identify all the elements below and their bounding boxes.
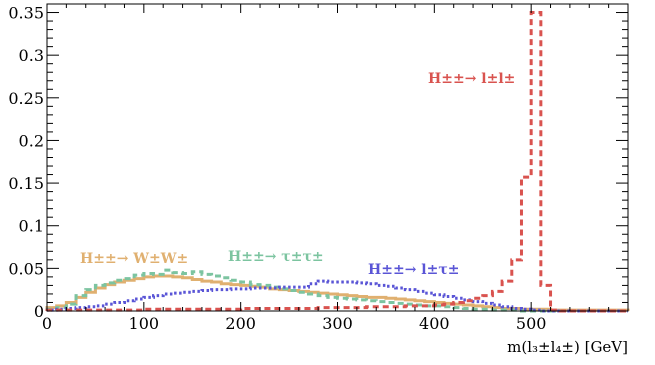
series-line-1 bbox=[45, 279, 628, 313]
y-tick-label-7: 0.35 bbox=[8, 4, 44, 23]
ticks-layer bbox=[46, 3, 628, 312]
series-label-3: H±±→ W±W± bbox=[80, 251, 188, 267]
x-tick-label-0: 0 bbox=[42, 314, 52, 333]
y-tick-label-6: 0.3 bbox=[19, 46, 44, 65]
y-tick-label-4: 0.2 bbox=[19, 131, 44, 150]
labels-layer: 0 100 200 300 400 500 0 0.05 0.1 0.15 0.2 0.25 0.3 0.… bbox=[8, 4, 546, 333]
series-line-2 bbox=[45, 268, 628, 313]
x-tick-label-5: 500 bbox=[516, 314, 547, 333]
x-tick-label-3: 300 bbox=[322, 314, 353, 333]
x-tick-label-2: 200 bbox=[225, 314, 256, 333]
x-tick-label-4: 400 bbox=[419, 314, 450, 333]
y-tick-label-5: 0.25 bbox=[8, 89, 44, 108]
y-tick-label-2: 0.1 bbox=[19, 217, 44, 236]
y-tick-label-0: 0 bbox=[34, 302, 44, 321]
series-label-0: H±±→ l±l± bbox=[428, 71, 515, 87]
x-tick-label-1: 100 bbox=[129, 314, 160, 333]
series-line-0 bbox=[45, 11, 628, 313]
y-tick-label-1: 0.05 bbox=[8, 259, 44, 278]
y-tick-label-3: 0.15 bbox=[8, 174, 44, 193]
series-label-2: H±±→ τ±τ± bbox=[228, 249, 324, 265]
series-label-1: H±±→ l±τ± bbox=[368, 262, 460, 278]
x-axis-title: m(l₃±l₄±) [GeV] bbox=[507, 338, 628, 356]
